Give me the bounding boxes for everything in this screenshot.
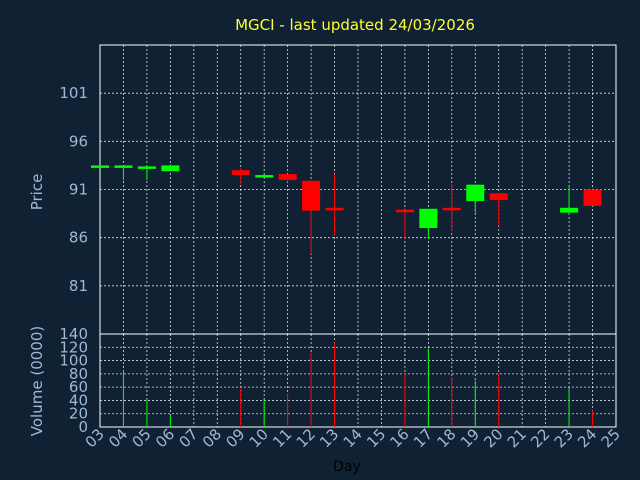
x-tick-label: 10 [246, 425, 272, 451]
volume-panel-frame [99, 333, 617, 428]
x-tick-label: 24 [574, 425, 600, 451]
price-panel: 81 86 91 96 101 [59, 44, 617, 335]
candle-body [325, 207, 344, 211]
candle-body [91, 165, 109, 168]
x-tick-label: 05 [129, 425, 155, 451]
x-tick-label: 16 [387, 425, 413, 451]
x-tick-label: 20 [480, 425, 506, 451]
candle-body [442, 207, 461, 211]
x-tick-label: 22 [527, 425, 553, 451]
candle-body [302, 180, 321, 211]
x-tick-label: 14 [340, 425, 366, 451]
volume-tick-label: 60 [69, 378, 88, 396]
price-tick-label: 86 [69, 229, 88, 247]
candle-body [161, 165, 180, 172]
volume-tick-label: 100 [59, 352, 88, 370]
candle-body [489, 193, 508, 201]
x-tick-label: 15 [363, 425, 389, 451]
candle-body [419, 208, 438, 229]
volume-tick-label: 120 [59, 338, 88, 356]
x-tick-label: 17 [410, 425, 436, 451]
x-tick-label: 07 [175, 425, 201, 451]
x-tick-label: 12 [293, 425, 319, 451]
x-tick-label: 09 [222, 425, 248, 451]
candle-body [395, 209, 414, 213]
candle-body [583, 189, 602, 206]
volume-tick-label: 0 [78, 418, 88, 436]
candle-body [255, 175, 274, 178]
candle-body [278, 174, 297, 180]
volume-tick-label: 20 [69, 405, 88, 423]
price-axis-label: Price [28, 174, 46, 211]
candle-body [560, 207, 579, 213]
volume-tick-label: 40 [69, 391, 88, 409]
x-tick-label: 06 [152, 425, 178, 451]
x-tick-label: 18 [433, 425, 459, 451]
x-tick-label: 04 [105, 425, 131, 451]
x-axis: 0304050607080910111213141516171819202122… [82, 425, 624, 451]
volume-tick-label: 140 [59, 325, 88, 343]
x-tick-label: 13 [316, 425, 342, 451]
price-tick-label: 96 [69, 132, 88, 150]
candle-body [114, 165, 133, 168]
chart-title: MGCI - last updated 24/03/2026 [235, 16, 475, 34]
volume-axis-label: Volume (0000) [28, 326, 46, 436]
volume-tick-label: 80 [69, 365, 88, 383]
x-tick-label: 23 [551, 425, 577, 451]
price-tick-label: 81 [69, 277, 88, 295]
price-tick-label: 101 [59, 84, 88, 102]
candle-body [137, 166, 156, 169]
x-tick-label: 08 [199, 425, 225, 451]
price-tick-label: 91 [69, 181, 88, 199]
x-tick-label: 21 [504, 425, 530, 451]
x-axis-label: Day [333, 459, 361, 475]
candle-body [231, 170, 250, 176]
x-tick-label: 19 [457, 425, 483, 451]
candle-body [466, 184, 485, 202]
x-tick-label: 11 [269, 425, 295, 451]
x-tick-label: 25 [598, 425, 624, 451]
